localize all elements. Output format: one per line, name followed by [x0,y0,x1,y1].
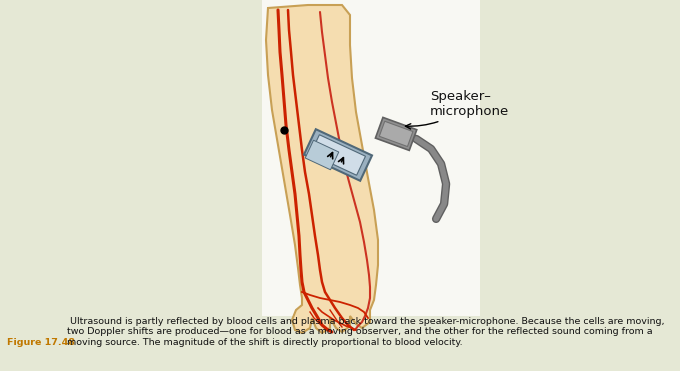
Polygon shape [266,5,378,333]
Polygon shape [311,135,365,175]
Bar [262,0,480,316]
Text: Speaker–
microphone: Speaker– microphone [405,90,509,129]
Polygon shape [379,121,413,147]
Polygon shape [305,140,339,170]
Polygon shape [304,129,372,181]
Text: Ultrasound is partly reflected by blood cells and plasma back toward the speaker: Ultrasound is partly reflected by blood … [67,317,664,347]
Polygon shape [375,117,417,150]
Text: Figure 17.48: Figure 17.48 [7,338,75,347]
